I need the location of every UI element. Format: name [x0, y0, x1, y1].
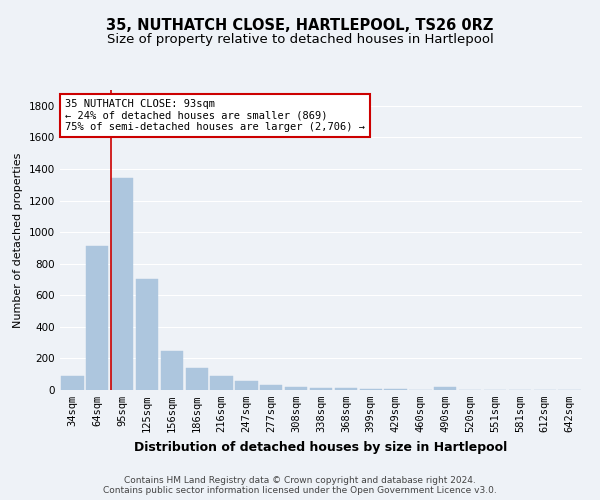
Text: Contains HM Land Registry data © Crown copyright and database right 2024.
Contai: Contains HM Land Registry data © Crown c…: [103, 476, 497, 495]
Bar: [285, 387, 307, 390]
Bar: [161, 351, 183, 390]
Bar: [86, 246, 109, 390]
Bar: [335, 388, 357, 390]
X-axis label: Distribution of detached houses by size in Hartlepool: Distribution of detached houses by size …: [134, 440, 508, 454]
Bar: [385, 389, 407, 390]
Bar: [359, 388, 382, 390]
Bar: [235, 382, 257, 390]
Bar: [310, 388, 332, 390]
Bar: [434, 386, 457, 390]
Bar: [111, 178, 133, 390]
Text: Size of property relative to detached houses in Hartlepool: Size of property relative to detached ho…: [107, 32, 493, 46]
Text: 35 NUTHATCH CLOSE: 93sqm
← 24% of detached houses are smaller (869)
75% of semi-: 35 NUTHATCH CLOSE: 93sqm ← 24% of detach…: [65, 99, 365, 132]
Bar: [185, 368, 208, 390]
Bar: [136, 280, 158, 390]
Text: 35, NUTHATCH CLOSE, HARTLEPOOL, TS26 0RZ: 35, NUTHATCH CLOSE, HARTLEPOOL, TS26 0RZ: [106, 18, 494, 32]
Bar: [211, 376, 233, 390]
Bar: [260, 386, 283, 390]
Bar: [61, 376, 83, 390]
Y-axis label: Number of detached properties: Number of detached properties: [13, 152, 23, 328]
